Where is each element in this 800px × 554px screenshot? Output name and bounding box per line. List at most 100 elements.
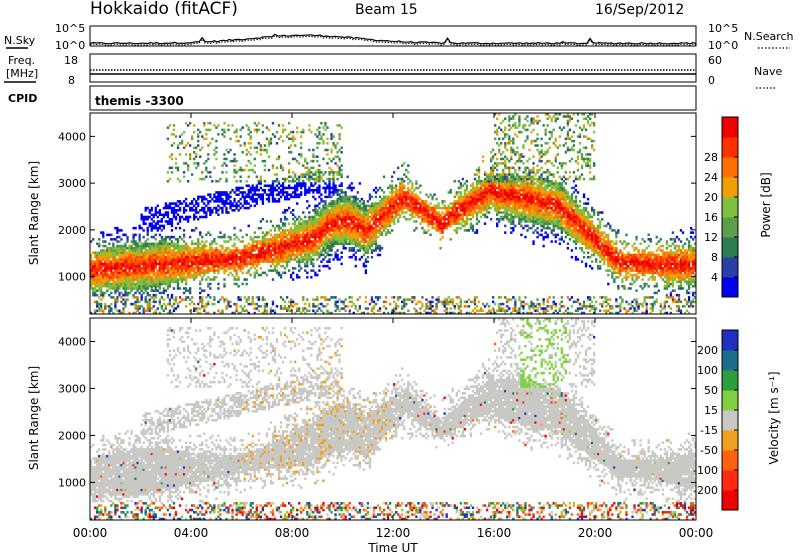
heatmap-cell [152,271,155,275]
heatmap-cell [215,276,218,279]
heatmap-cell [122,251,125,254]
heatmap-cell [144,247,147,250]
heatmap-cell [217,197,220,201]
heatmap-cell [330,247,333,250]
heatmap-cell [122,284,125,288]
heatmap-cell [235,249,238,252]
heatmap-cell [405,195,408,199]
heatmap-cell [100,305,103,308]
heatmap-cell [128,260,131,263]
heatmap-cell [354,202,357,205]
heatmap-cell [237,255,240,259]
heatmap-cell [350,226,353,230]
heatmap-cell [441,231,444,234]
heatmap-cell [354,307,357,310]
heatmap-cell [457,305,460,308]
heatmap-cell [429,213,432,217]
heatmap-cell [178,235,182,239]
heatmap-cell [328,253,331,257]
heatmap-cell [164,282,168,286]
heatmap-cell [213,193,216,196]
heatmap-cell [447,215,450,219]
heatmap-cell [174,211,178,214]
heatmap-cell [221,296,224,299]
heatmap-cell [205,197,208,201]
heatmap-cell [336,231,339,234]
heatmap-cell [318,168,321,172]
heatmap-cell [457,226,460,230]
heatmap-cell [302,309,305,313]
heatmap-cell [193,269,196,272]
heatmap-cell [146,215,149,219]
heatmap-cell [184,162,188,165]
heatmap-cell [455,222,458,225]
heatmap-cell [368,211,372,214]
heatmap-cell [193,197,196,201]
heatmap-cell [207,202,210,205]
heatmap-cell [243,255,246,259]
heatmap-cell [292,137,295,141]
heatmap-cell [352,229,355,232]
heatmap-cell [146,244,149,248]
heatmap-cell [314,238,317,241]
heatmap-cell [160,258,164,261]
heatmap-cell [273,238,277,241]
heatmap-cell [140,287,143,290]
heatmap-cell [455,202,458,205]
heatmap-cell [459,193,462,196]
heatmap-cell [344,240,347,243]
heatmap-cell [332,296,335,299]
heatmap-cell [350,231,353,234]
heatmap-cell [106,282,109,286]
heatmap-cell [411,206,414,210]
heatmap-cell [233,242,236,246]
heatmap-cell [300,153,303,156]
heatmap-cell [277,180,281,183]
heatmap-cell [255,124,258,127]
heatmap-cell [314,133,317,136]
heatmap-cell [459,206,462,210]
heatmap-cell [459,209,462,212]
heatmap-cell [334,251,337,254]
heatmap-cell [170,220,174,223]
heatmap-cell [431,296,434,299]
heatmap-cell [215,260,218,263]
heatmap-cell [328,182,331,185]
heatmap-cell [267,197,271,201]
heatmap-cell [122,269,125,272]
heatmap-cell [388,211,392,214]
heatmap-cell [138,269,141,272]
heatmap-cell [294,188,297,192]
heatmap-cell [415,204,418,208]
heatmap-cell [459,200,462,203]
heatmap-cell [417,195,420,199]
heatmap-cell [358,240,361,243]
heatmap-cell [136,276,139,279]
heatmap-cell [354,305,357,308]
heatmap-cell [199,233,202,237]
heatmap-cell [283,240,287,243]
heatmap-cell [382,204,386,208]
heatmap-cell [330,222,333,225]
heatmap-cell [338,229,341,232]
heatmap-cell [275,184,279,187]
heatmap-cell [316,224,319,228]
heatmap-cell [306,253,309,257]
heatmap-cell [316,220,319,223]
heatmap-cell [217,195,220,199]
heatmap-cell [233,302,236,306]
heatmap-cell [265,126,269,129]
heatmap-cell [138,264,141,268]
heatmap-cell [102,296,105,299]
heatmap-cell [340,226,343,230]
heatmap-cell [118,293,121,297]
heatmap-cell [318,235,321,239]
heatmap-cell [172,202,176,205]
heatmap-cell [364,244,368,248]
heatmap-cell [401,211,404,214]
heatmap-cell [326,240,329,243]
heatmap-cell [110,253,113,257]
heatmap-cell [296,247,299,250]
heatmap-cell [289,193,293,196]
heatmap-cell [219,298,222,301]
